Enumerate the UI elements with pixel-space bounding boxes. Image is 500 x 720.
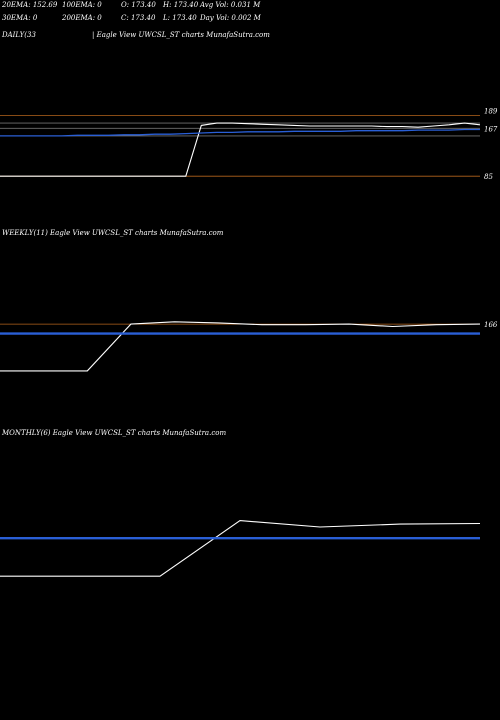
daily-price-line [0,122,481,177]
avg-vol-stat: Avg Vol: 0.031 M [200,1,261,9]
ema30-stat: 30EMA: 0 [2,14,38,22]
daily-panel-title: | Eagle View UWCSL_ST charts MunafaSutra… [92,31,270,39]
daily-price-axis-label: 189 [484,108,498,116]
weekly-panel-label: WEEKLY(11) Eagle View UWCSL_ST charts Mu… [2,229,224,237]
monthly-price-line [0,520,481,577]
high-stat: H: 173.40 [163,1,199,9]
weekly-price-axis-label: 166 [484,321,498,329]
monthly-panel-label: MONTHLY(6) Eagle View UWCSL_ST charts Mu… [2,429,227,437]
daily-price-axis-label: 167 [484,125,498,133]
weekly-price-line [0,321,481,372]
daily-panel-label: DAILY(33 [2,31,36,39]
daily-ema-line [0,128,480,137]
low-stat: L: 173.40 [163,14,197,22]
close-stat: C: 173.40 [121,14,156,22]
ema100-stat: 100EMA: 0 [62,1,102,9]
daily-price-axis-label: 85 [484,173,493,181]
ema20-stat: 20EMA: 152.69 [2,1,58,9]
ema200-stat: 200EMA: 0 [62,14,102,22]
day-vol-stat: Day Vol: 0.002 M [200,14,261,22]
open-stat: O: 173.40 [121,1,156,9]
